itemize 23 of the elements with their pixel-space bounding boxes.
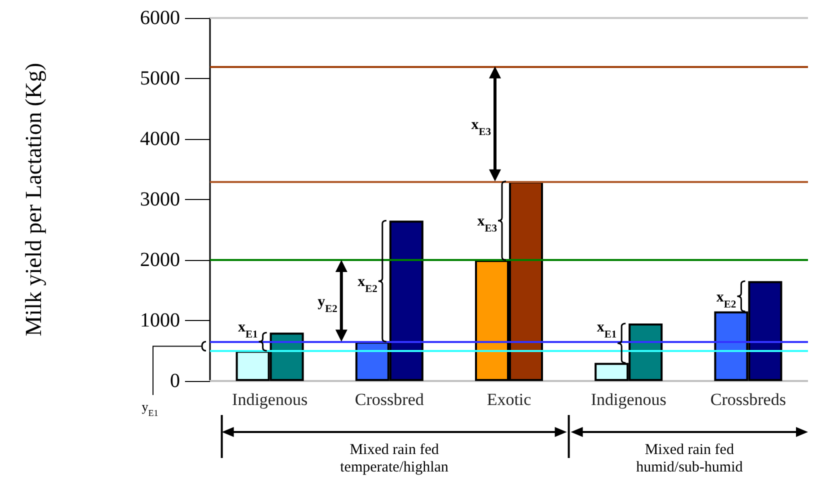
annotation: x$_{E3}$ — [471, 116, 491, 138]
annotation: x$_{E1}$ — [596, 320, 617, 340]
x-tick-label: Crossbreds — [710, 390, 786, 409]
x-tick-label: Exotic — [486, 390, 532, 409]
text: Mixed rain fed humid/sub-humid — [636, 442, 744, 476]
text: Mixed rain fed temperate/highlan — [340, 442, 449, 476]
text: y$_{E1}$ — [142, 399, 158, 418]
x-tick-label: Indigenous — [590, 390, 666, 409]
annotation: x$_{E2}$ — [358, 274, 378, 295]
annotation: x$_{E1}$ — [238, 320, 258, 340]
y-tick-label: 5000 — [140, 68, 180, 90]
annotation: y$_{E2}$ — [318, 294, 338, 314]
y-tick-label: 3000 — [140, 188, 180, 210]
y-tick-label: 4000 — [140, 128, 180, 150]
y-tick-label: 2000 — [140, 249, 180, 271]
y-tick-label: 6000 — [140, 7, 180, 29]
annotation: x$_{E2}$ — [716, 289, 736, 310]
y-axis-title: Milk yield per Lactation (Kg) — [21, 62, 46, 336]
x-tick-label: Crossbred — [354, 390, 424, 409]
y-tick-label: 0 — [170, 370, 180, 392]
x-tick-label: Indigenous — [232, 390, 308, 409]
annotation: x$_{E3}$ — [477, 214, 497, 234]
y-tick-label: 1000 — [140, 310, 180, 332]
